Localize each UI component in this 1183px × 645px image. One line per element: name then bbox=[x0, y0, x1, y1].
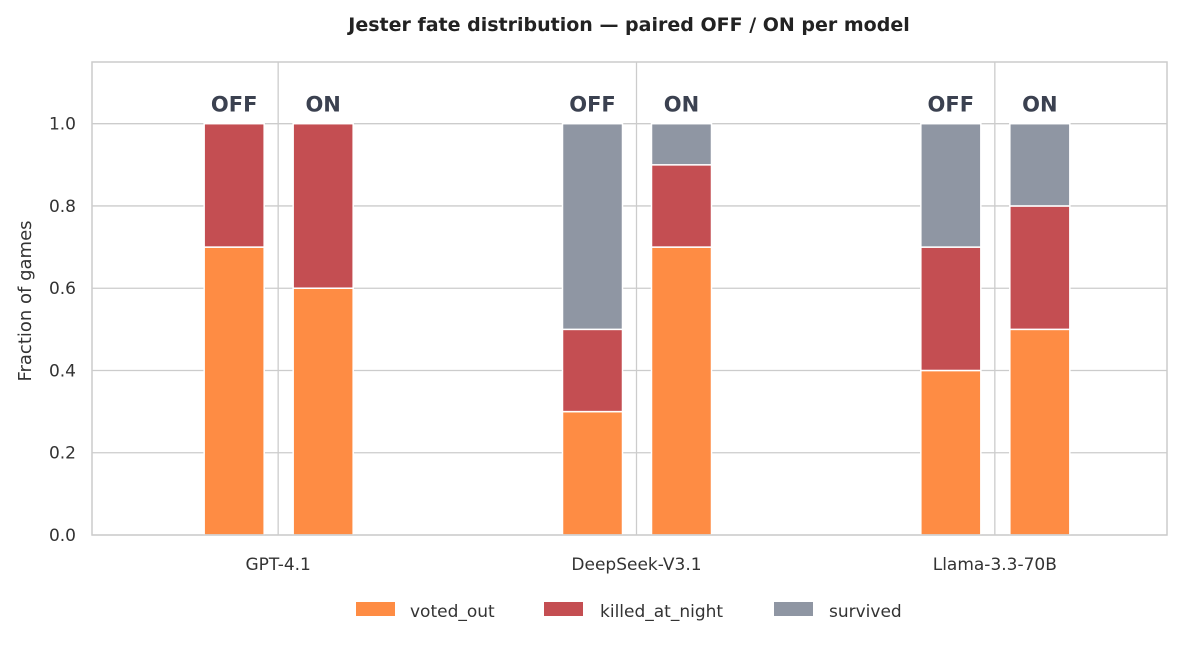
y-tick-label: 0.0 bbox=[49, 526, 76, 546]
legend-label-killed_at_night: killed_at_night bbox=[600, 602, 723, 622]
legend: voted_out killed_at_night survived bbox=[356, 602, 902, 622]
bar-segment-voted_out bbox=[203, 246, 265, 536]
group-separators bbox=[277, 62, 996, 535]
bar-segment-survived bbox=[920, 122, 982, 248]
x-category-label: DeepSeek-V3.1 bbox=[571, 555, 701, 575]
bars bbox=[203, 122, 1071, 536]
bar-segment-killed_at_night bbox=[561, 328, 624, 413]
legend-swatch-voted_out bbox=[356, 602, 395, 616]
plot-frame bbox=[91, 61, 1168, 536]
y-tick-label: 0.4 bbox=[49, 361, 76, 381]
bar-segment-voted_out bbox=[650, 246, 713, 536]
y-ticks: 0.0 0.2 0.4 0.6 0.8 1.0 bbox=[49, 115, 76, 546]
y-tick-label: 1.0 bbox=[49, 115, 76, 135]
condition-labels: OFF ON OFF ON OFF ON bbox=[211, 93, 1058, 117]
y-tick-label: 0.8 bbox=[49, 197, 76, 217]
condition-label-on: ON bbox=[664, 93, 699, 117]
bar-segment-survived bbox=[561, 122, 624, 331]
condition-label-off: OFF bbox=[211, 93, 258, 117]
condition-label-on: ON bbox=[1022, 93, 1057, 117]
legend-swatch-survived bbox=[774, 602, 813, 616]
bar-segment-killed_at_night bbox=[920, 246, 982, 372]
legend-label-survived: survived bbox=[829, 602, 902, 622]
condition-label-off: OFF bbox=[928, 93, 975, 117]
bar-segment-survived bbox=[1009, 122, 1071, 207]
x-category-label: Llama-3.3-70B bbox=[933, 555, 1057, 575]
bar-segment-killed_at_night bbox=[1009, 205, 1071, 331]
bar-segment-voted_out bbox=[292, 287, 354, 536]
bar-segment-voted_out bbox=[920, 369, 982, 536]
y-tick-label: 0.6 bbox=[49, 279, 76, 299]
bar-segment-voted_out bbox=[561, 410, 624, 536]
bar-segment-voted_out bbox=[1009, 328, 1071, 536]
y-tick-label: 0.2 bbox=[49, 444, 76, 464]
x-category-label: GPT-4.1 bbox=[245, 555, 310, 575]
bar-segment-killed_at_night bbox=[292, 122, 354, 289]
condition-label-on: ON bbox=[305, 93, 340, 117]
y-axis-label: Fraction of games bbox=[15, 220, 36, 381]
bar-segment-survived bbox=[650, 122, 713, 166]
legend-label-voted_out: voted_out bbox=[410, 602, 495, 622]
x-categories: GPT-4.1 DeepSeek-V3.1 Llama-3.3-70B bbox=[245, 555, 1056, 575]
condition-label-off: OFF bbox=[569, 93, 616, 117]
legend-swatch-killed_at_night bbox=[544, 602, 583, 616]
bar-segment-killed_at_night bbox=[650, 164, 713, 248]
bar-segment-killed_at_night bbox=[203, 122, 265, 248]
chart-title: Jester fate distribution — paired OFF / … bbox=[346, 14, 909, 36]
